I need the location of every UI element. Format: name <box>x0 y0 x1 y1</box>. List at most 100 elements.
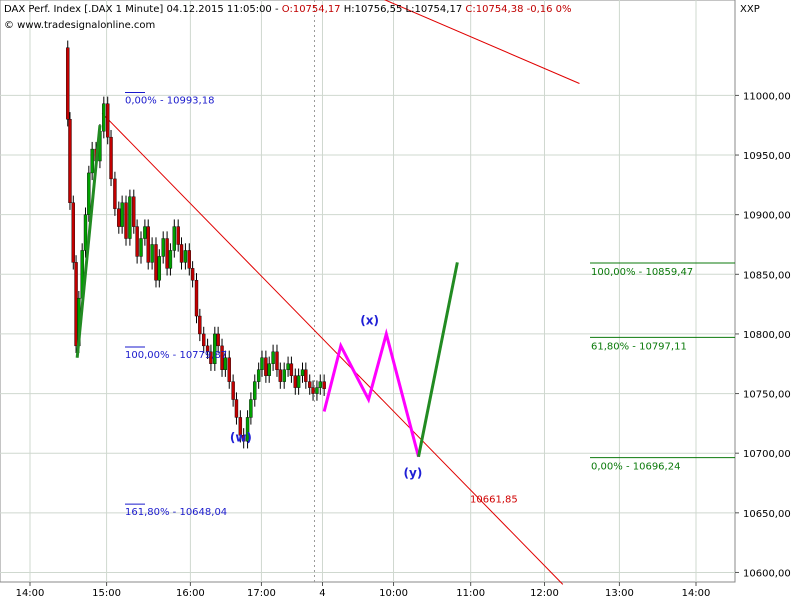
candle-body <box>168 250 173 269</box>
candle-body <box>209 351 213 364</box>
candle-body <box>143 226 147 239</box>
candle-body <box>253 381 257 400</box>
candle-body <box>205 345 210 353</box>
candle-body <box>238 417 243 436</box>
candle-body <box>165 238 169 269</box>
source-url: © www.tradesignalonline.com <box>4 20 156 31</box>
candle-body <box>289 363 294 376</box>
candle-body <box>83 214 88 251</box>
candle-body <box>109 136 113 180</box>
wave-label: (w) <box>230 430 252 444</box>
trendline-lower <box>101 112 564 585</box>
target-label: 10661,85 <box>470 495 518 506</box>
plot-frame <box>0 0 736 583</box>
candle-body <box>220 345 224 370</box>
fib-level-label: 100,00% - 10859,47 <box>591 267 693 278</box>
fib-level-label: 0,00% - 10993,18 <box>125 96 214 107</box>
low-value: L:10754,17 <box>405 4 463 15</box>
x-tick-label: 12:00 <box>530 588 559 599</box>
x-tick-label: 16:00 <box>176 588 205 599</box>
y-tick-label: 11000,00 <box>743 91 791 102</box>
candle-body <box>322 381 326 389</box>
candle-body <box>154 244 158 281</box>
candle-body <box>150 244 154 263</box>
candle-body <box>256 369 261 382</box>
candle-body <box>296 375 301 388</box>
candle-body <box>304 369 308 382</box>
candle-body <box>172 226 177 251</box>
candle-body <box>264 357 268 376</box>
y-tick-label: 10950,00 <box>743 151 791 162</box>
candle-body <box>161 238 165 257</box>
x-tick-label: 10:00 <box>379 588 408 599</box>
candle-body <box>318 381 322 388</box>
candle-body <box>194 280 199 317</box>
candle-body <box>71 202 75 263</box>
candle-body <box>308 381 312 388</box>
trendline-upper <box>383 0 580 84</box>
candle-body <box>315 387 319 394</box>
y-tick-label: 10900,00 <box>743 211 791 222</box>
candle-body <box>198 315 202 335</box>
candle-body <box>216 333 220 347</box>
candle-body <box>293 375 297 388</box>
fib-level-label: 0,00% - 10696,24 <box>591 462 680 473</box>
candle-body <box>74 262 78 347</box>
candle-body <box>135 226 139 257</box>
instrument-label: DAX Perf. Index [.DAX 1 Minute] 04.12.20… <box>4 4 279 15</box>
candle-body <box>278 369 283 382</box>
candle-body <box>120 202 124 227</box>
x-tick-label: 11:00 <box>456 588 485 599</box>
candle-body <box>183 250 188 263</box>
candle-body <box>146 226 150 263</box>
y-tick-label: 10600,00 <box>743 568 791 579</box>
candle-body <box>227 357 231 382</box>
candle-body <box>179 244 184 263</box>
candle-body <box>249 399 253 418</box>
close-value: C:10754,38 -0,16 0% <box>465 4 572 15</box>
candle-body <box>176 226 180 245</box>
y-tick-label: 10650,00 <box>743 509 791 520</box>
chart-header: DAX Perf. Index [.DAX 1 Minute] 04.12.20… <box>4 4 572 15</box>
fib-level-label: 61,80% - 10797,11 <box>591 341 687 352</box>
candle-body <box>139 238 143 257</box>
candle-body <box>241 435 246 442</box>
y-tick-label: 10850,00 <box>743 270 791 281</box>
candle-body <box>275 351 279 370</box>
high-value: H:10756,55 <box>343 4 403 15</box>
candle-body <box>223 357 228 370</box>
candle-body <box>300 369 305 376</box>
candle-body <box>113 178 117 209</box>
candle-body <box>66 47 70 120</box>
candle-body <box>190 268 195 281</box>
candle-body <box>132 196 136 227</box>
candle-body <box>234 399 239 418</box>
candle-body <box>68 119 72 203</box>
x-tick-label: 4 <box>319 588 325 599</box>
fib-level-label: 100,00% - 10779,87 <box>125 350 227 361</box>
candle-body <box>102 103 106 132</box>
candle-body <box>157 256 162 281</box>
fib-level-label: 161,80% - 10648,04 <box>125 507 227 518</box>
candle-body <box>187 250 191 269</box>
y-tick-label: 10700,00 <box>743 449 791 460</box>
candle-body <box>231 381 235 400</box>
open-value: O:10754,17 <box>281 4 341 15</box>
final-leg <box>417 262 459 458</box>
candle-body <box>87 172 91 215</box>
candle-body <box>124 202 128 239</box>
candle-body <box>117 208 121 227</box>
x-tick-label: 14:00 <box>682 588 711 599</box>
candle-body <box>282 369 286 382</box>
candle-body <box>311 387 315 394</box>
candle-body <box>271 351 275 364</box>
candle-body <box>128 196 132 239</box>
symbol-label: XXP <box>740 4 760 15</box>
y-tick-label: 10800,00 <box>743 330 791 341</box>
candle-body <box>105 103 110 138</box>
candle-body <box>245 417 250 442</box>
x-tick-label: 17:00 <box>247 588 276 599</box>
impulse-leg <box>75 125 102 358</box>
candle-body <box>286 363 290 370</box>
